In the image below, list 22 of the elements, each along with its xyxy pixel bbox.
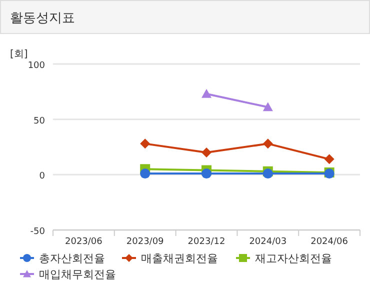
x-tick-label: 2024/06	[310, 237, 348, 247]
legend-label: 재고자산회전율	[255, 252, 332, 265]
legend-label: 총자산회전율	[39, 252, 105, 265]
point	[324, 154, 334, 164]
x-tick-label: 2024/03	[249, 237, 287, 247]
point	[140, 168, 150, 179]
y-tick-label: 100	[28, 61, 46, 71]
x-tick-label: 2023/12	[188, 237, 226, 247]
y-tick-label: 50	[34, 116, 46, 126]
x-tick-label: 2023/06	[65, 237, 103, 247]
legend-label: 매출채권회전율	[141, 252, 218, 265]
point	[262, 168, 273, 179]
x-tick-label: 2023/09	[126, 237, 164, 247]
point	[140, 138, 150, 149]
y-axis-title: [회]	[10, 49, 28, 60]
y-tick-label: 0	[39, 172, 46, 182]
point	[202, 148, 212, 158]
y-tick-label: -50	[30, 227, 46, 237]
legend-label: 매입채무회전율	[39, 268, 116, 281]
chart-title: 활동성지표	[10, 11, 75, 26]
point	[202, 168, 212, 179]
point	[262, 138, 273, 149]
